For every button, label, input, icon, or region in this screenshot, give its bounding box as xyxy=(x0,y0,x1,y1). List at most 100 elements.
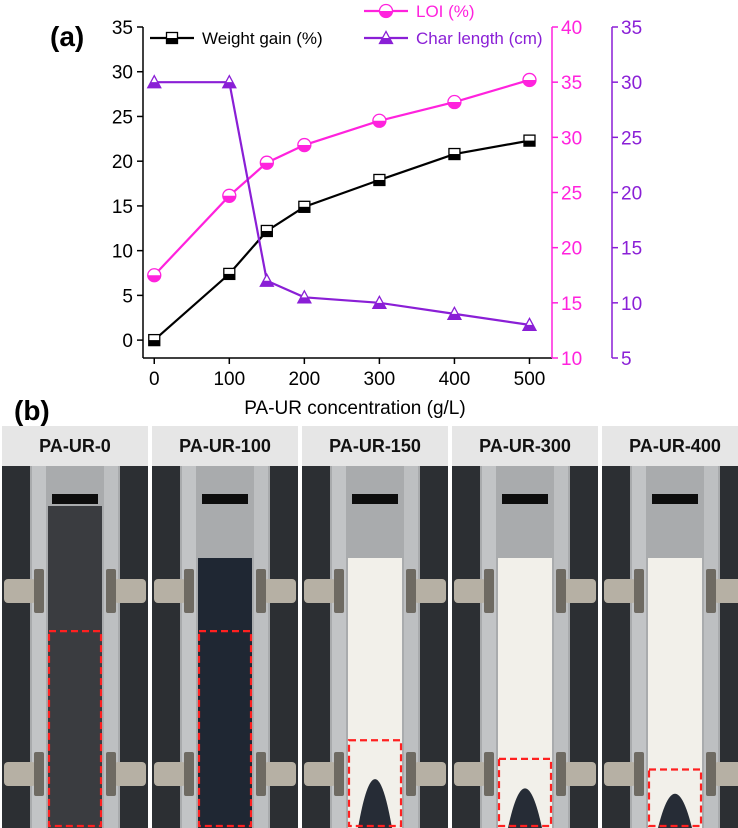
clip-hinge-left xyxy=(634,569,644,613)
holder-rail-right xyxy=(254,456,268,828)
holder-rail-left xyxy=(332,456,346,828)
clip-right xyxy=(564,762,596,786)
series-1-point-fill xyxy=(147,275,161,282)
series-1-point-fill xyxy=(447,102,461,109)
legend-entry-2: Char length (cm) xyxy=(416,29,543,48)
loi-tick-label: 10 xyxy=(561,349,582,370)
fabric-strip xyxy=(48,506,102,828)
clip-right xyxy=(714,762,738,786)
char-tick-label: 25 xyxy=(621,128,642,149)
clip-hinge-right xyxy=(406,752,416,796)
clip-right xyxy=(114,579,146,603)
char-length-box xyxy=(497,757,553,828)
sample-illustration xyxy=(452,426,598,828)
clip-hinge-right xyxy=(256,569,266,613)
clip-left xyxy=(304,579,336,603)
clip-hinge-right xyxy=(706,569,716,613)
char-tick-label: 20 xyxy=(621,184,642,205)
clip-hinge-left xyxy=(484,752,494,796)
clip-right xyxy=(414,579,446,603)
char-length-box xyxy=(647,768,703,828)
x-tick-label: 300 xyxy=(364,369,396,390)
sample-label: PA-UR-0 xyxy=(2,426,148,466)
clip-right xyxy=(714,579,738,603)
sample-photo-pa-ur-300: PA-UR-300 xyxy=(452,426,598,828)
clip-right xyxy=(564,579,596,603)
legend-entry-1: LOI (%) xyxy=(416,2,475,21)
sample-illustration xyxy=(602,426,738,828)
left-tick-label: 30 xyxy=(112,63,133,84)
series-1-point-fill xyxy=(522,79,536,87)
sample-photo-pa-ur-400: PA-UR-400 xyxy=(602,426,738,828)
series-2-point-fill xyxy=(260,280,274,287)
clip-hinge-left xyxy=(484,569,494,613)
x-axis-label: PA-UR concentration (g/L) xyxy=(244,398,465,419)
left-tick-label: 25 xyxy=(112,107,133,128)
clip-right xyxy=(264,579,296,603)
clip-right xyxy=(414,762,446,786)
clip-left xyxy=(4,762,36,786)
clip-hinge-left xyxy=(34,752,44,796)
loi-tick-label: 25 xyxy=(561,184,582,205)
plot-area: 0 100 200 300 400 500 0 5 10 15 20 25 30 35 10 15 20 25 30… xyxy=(112,2,642,390)
legend-entry-0: Weight gain (%) xyxy=(202,29,323,48)
sample-label: PA-UR-150 xyxy=(302,426,448,466)
holder-rail-left xyxy=(632,456,646,828)
left-tick-label: 10 xyxy=(112,242,133,263)
left-tick-label: 0 xyxy=(122,331,133,352)
char-tick-label: 15 xyxy=(621,239,642,260)
char-length-box xyxy=(197,630,253,828)
series-1-point-fill xyxy=(297,145,311,152)
series-0-point-fill xyxy=(223,273,235,280)
holder-slot xyxy=(352,494,398,504)
holder-rail-right xyxy=(554,456,568,828)
series-0-point-fill xyxy=(523,140,535,147)
sample-label: PA-UR-100 xyxy=(152,426,298,466)
clip-hinge-right xyxy=(256,752,266,796)
clip-hinge-right xyxy=(556,752,566,796)
holder-slot xyxy=(202,494,248,504)
series-0-point-fill xyxy=(298,206,310,213)
clip-left xyxy=(454,579,486,603)
series-2-point-fill xyxy=(147,82,161,88)
clip-hinge-left xyxy=(634,752,644,796)
clip-hinge-left xyxy=(184,752,194,796)
loi-tick-label: 35 xyxy=(561,73,582,94)
sample-label: PA-UR-400 xyxy=(602,426,738,466)
left-tick-label: 15 xyxy=(112,197,133,218)
clip-hinge-left xyxy=(334,752,344,796)
sample-illustration xyxy=(2,426,148,828)
series-0-point-fill xyxy=(373,179,385,186)
series-2-point-fill xyxy=(297,297,311,303)
char-tick-label: 5 xyxy=(621,349,632,370)
clip-hinge-right xyxy=(406,569,416,613)
clip-right xyxy=(114,762,146,786)
clip-hinge-left xyxy=(34,569,44,613)
legend-marker-1-fill xyxy=(379,11,393,18)
x-tick-label: 500 xyxy=(514,369,546,390)
holder-slot xyxy=(52,494,98,504)
char-mark xyxy=(658,793,692,828)
holder-rail-right xyxy=(104,456,118,828)
holder-slot xyxy=(652,494,698,504)
holder-rail-left xyxy=(32,456,46,828)
fabric-strip xyxy=(648,558,702,828)
left-tick-label: 35 xyxy=(112,18,133,39)
loi-tick-label: 30 xyxy=(561,128,582,149)
fabric-strip xyxy=(198,558,252,828)
holder-rail-left xyxy=(482,456,496,828)
loi-tick-label: 20 xyxy=(561,239,582,260)
holder-rail-right xyxy=(704,456,718,828)
char-mark xyxy=(358,779,392,828)
series-line-0 xyxy=(153,139,530,341)
sample-label: PA-UR-300 xyxy=(452,426,598,466)
chart-a: (a) (b) 0 100 200 300 400 500 0 5 10 15 20 25 30 35 10… xyxy=(14,2,642,426)
series-1-point-fill xyxy=(260,162,274,170)
series-1-point-fill xyxy=(372,120,386,128)
sample-photo-pa-ur-0: PA-UR-0 xyxy=(2,426,148,828)
clip-hinge-right xyxy=(106,569,116,613)
holder-slot xyxy=(502,494,548,504)
char-mark xyxy=(508,788,542,828)
series-line-2 xyxy=(154,81,530,326)
clip-left xyxy=(304,762,336,786)
